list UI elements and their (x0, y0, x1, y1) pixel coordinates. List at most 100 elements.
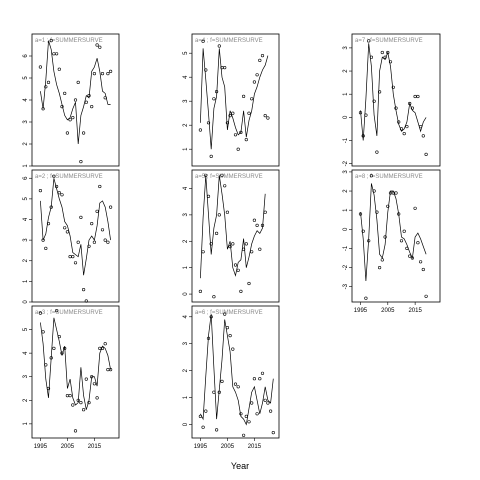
data-point (49, 38, 53, 43)
data-point (250, 401, 254, 405)
y-tick-label: 0 (343, 115, 349, 119)
x-tick-label: 2005 (221, 444, 235, 450)
y-tick-label: 3 (183, 341, 189, 345)
data-point (402, 132, 406, 136)
y-tick-label: 0 (343, 227, 349, 231)
data-point (95, 43, 99, 47)
data-point (252, 80, 256, 84)
panel-frame (191, 305, 280, 439)
data-point (236, 268, 240, 272)
data-point (380, 258, 384, 262)
data-point (408, 254, 412, 258)
data-point (63, 346, 67, 351)
y-tick-label: 2 (23, 398, 29, 402)
data-point (201, 425, 205, 429)
data-point (402, 229, 406, 233)
data-point (394, 191, 398, 195)
data-point (260, 371, 265, 375)
data-point (84, 377, 88, 381)
data-point (98, 45, 102, 49)
y-tick-label: 5 (23, 327, 29, 331)
data-point (258, 58, 262, 63)
data-point (225, 121, 229, 125)
data-point (424, 152, 428, 156)
data-point (220, 173, 224, 177)
data-point (98, 346, 102, 351)
series-line (200, 175, 266, 279)
data-point (41, 330, 45, 334)
y-tick-label: 3 (183, 99, 189, 103)
data-point (204, 173, 208, 177)
data-point (372, 99, 376, 103)
data-point (68, 255, 72, 259)
data-point (375, 210, 379, 214)
data-point (394, 106, 398, 110)
data-point (244, 242, 248, 246)
data-point (46, 222, 51, 226)
y-tick-label: 4 (23, 351, 29, 355)
y-tick-label: 2 (183, 368, 189, 372)
data-point (103, 342, 107, 346)
data-point (46, 80, 51, 84)
y-tick-label: 4 (23, 98, 29, 102)
data-point (375, 150, 379, 154)
data-point (228, 334, 232, 338)
data-point (258, 377, 262, 381)
panel-label: a=6 ; f=SUMMERSURVE (195, 310, 263, 316)
y-tick-label: 3 (343, 46, 349, 50)
data-point (223, 312, 227, 316)
data-point (358, 212, 363, 216)
x-tick-label: 2015 (408, 308, 422, 314)
x-tick-label: 2005 (381, 308, 395, 314)
data-point (87, 93, 91, 98)
x-axis-title: Year (231, 461, 249, 471)
data-point (260, 223, 265, 227)
data-point (76, 398, 80, 402)
x-tick-label: 2015 (248, 444, 262, 450)
data-point (204, 68, 208, 72)
series-line (40, 40, 111, 145)
data-point (201, 250, 205, 254)
y-tick-label: 2 (23, 258, 29, 262)
data-point (100, 228, 105, 232)
data-point (60, 104, 64, 109)
data-point (231, 111, 235, 115)
data-point (361, 134, 365, 138)
data-point (73, 429, 78, 433)
data-point (217, 390, 221, 394)
data-point (41, 238, 45, 242)
data-point (413, 206, 417, 210)
data-point (405, 124, 409, 129)
data-point (44, 363, 48, 367)
panel-k5: 0 1 2 3 4 a=5 ; f=SUMMERSURVE (183, 169, 280, 303)
y-tick-label: 1 (183, 147, 189, 151)
y-tick-label: 6 (23, 54, 29, 58)
data-point (421, 134, 425, 138)
data-point (399, 239, 404, 243)
data-point (41, 107, 45, 111)
data-point (81, 288, 86, 292)
panel-frame (351, 33, 441, 167)
panel-frame (31, 33, 120, 167)
data-point (380, 50, 384, 55)
data-point (76, 80, 80, 84)
data-point (63, 91, 67, 95)
series-line (40, 178, 111, 276)
y-tick-label: 5 (183, 51, 189, 55)
data-point (228, 245, 232, 249)
data-point (63, 226, 67, 230)
data-point (108, 69, 113, 73)
data-point (71, 403, 75, 407)
data-point (388, 60, 393, 64)
panel-label: a=3 ; f=SUMMERSURVE (35, 310, 103, 316)
data-point (57, 191, 61, 195)
data-point (266, 401, 270, 405)
data-point (361, 229, 365, 233)
x-tick-label: 1995 (354, 308, 368, 314)
panel-k3: 1 2 3 4 5 1995 2005 2015 a=3 ; f=SUMMERSURVE (23, 305, 120, 450)
data-point (242, 94, 246, 98)
data-point (233, 263, 238, 267)
data-point (206, 121, 211, 125)
data-point (250, 97, 254, 101)
